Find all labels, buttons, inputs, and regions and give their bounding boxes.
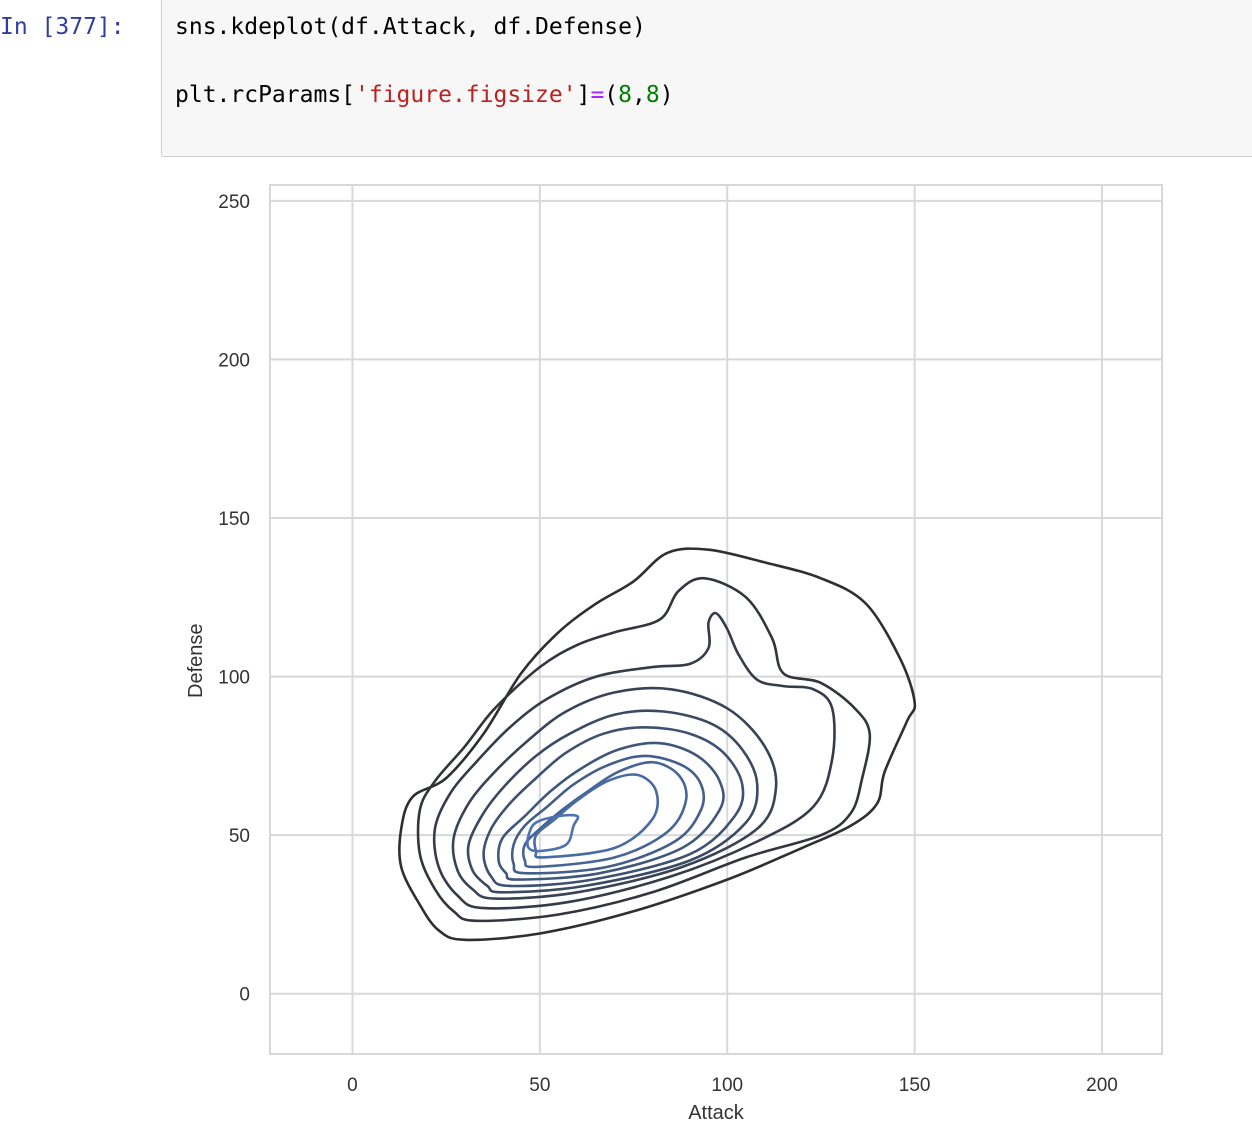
y-tick-label: 150 [218, 509, 250, 530]
code-cell[interactable]: sns.kdeplot(df.Attack, df.Defense) plt.r… [161, 0, 1252, 157]
code-token-operator: = [590, 82, 605, 108]
kde-contour-level-4 [451, 686, 778, 900]
y-tick-label: 50 [229, 826, 250, 847]
y-tick-label: 250 [218, 192, 250, 213]
code-token-number-1: 8 [618, 82, 633, 108]
code-token-number-2: 8 [645, 82, 660, 108]
y-tick-label: 200 [218, 350, 250, 371]
code-token-paren-close: ) [659, 82, 674, 108]
y-tick-label: 100 [218, 668, 250, 689]
code-token-paren-open: ( [604, 82, 619, 108]
x-tick-label: 200 [1086, 1075, 1118, 1096]
x-tick-label: 100 [711, 1075, 743, 1096]
kde-contour-level-10 [533, 773, 660, 859]
kde-chart: 0 50 100 150 200 0 50 100 150 200 250 Attack Defense [185, 184, 1163, 1124]
kde-contour-level-9 [521, 760, 688, 869]
kde-contour-level-1 [398, 547, 917, 942]
cell-output: 0 50 100 150 200 0 50 100 150 200 250 Attack Defense [180, 170, 1180, 1140]
cell-prompt: In [377]: [0, 14, 125, 40]
kde-contour-level-8 [510, 754, 706, 875]
code-line-1: sns.kdeplot(df.Attack, df.Defense) [175, 14, 646, 40]
kde-contour-level-5 [466, 709, 759, 894]
y-tick-label: 0 [239, 985, 250, 1006]
code-token-string: 'figure.figsize' [355, 82, 577, 108]
kde-contour-level-3 [432, 611, 836, 910]
plot-frame [269, 184, 1163, 1055]
x-tick-label: 50 [529, 1075, 550, 1096]
code-token-call: plt.rcParams[ [175, 82, 356, 108]
y-axis-label: Defense [185, 623, 207, 698]
code-line-2: plt.rcParams['figure.figsize']=(8,8) [175, 82, 674, 108]
kde-contour-level-6 [482, 726, 745, 888]
code-token-comma: , [632, 82, 646, 108]
x-axis-label: Attack [688, 1102, 745, 1124]
code-token-bracket: ] [576, 82, 591, 108]
kde-contour-level-7 [497, 741, 725, 881]
x-tick-label: 0 [347, 1075, 358, 1096]
x-tick-label: 150 [899, 1075, 931, 1096]
kde-contour-level-11 [526, 813, 580, 853]
kde-contour-level-2 [416, 576, 872, 923]
